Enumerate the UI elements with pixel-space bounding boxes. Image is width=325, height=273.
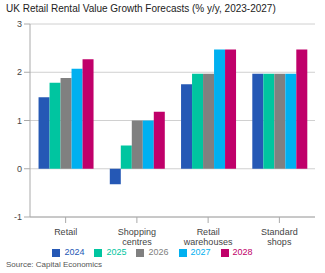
svg-text:-1: -1 [14, 212, 22, 222]
svg-text:Retailwarehouses: Retailwarehouses [183, 227, 233, 247]
html-text:2025: 2025 [106, 247, 127, 257]
html-text:2026: 2026 [148, 247, 169, 257]
svg-text:Retail: Retail [54, 227, 77, 237]
html-text:2028: 2028 [232, 247, 253, 257]
svg-text:1: 1 [17, 116, 22, 126]
svg-text:2: 2 [17, 67, 22, 77]
svg-text:Standardshops: Standardshops [261, 227, 298, 247]
svg-text:Shoppingcentres: Shoppingcentres [118, 227, 156, 247]
html-text:Source: Capital Economics: Source: Capital Economics [6, 260, 102, 269]
svg-text:0: 0 [17, 164, 22, 174]
svg-text:3: 3 [17, 19, 22, 29]
html-text:2024: 2024 [64, 247, 85, 257]
html-text:UK Retail Rental Value Growth: UK Retail Rental Value Growth Forecasts … [6, 3, 276, 14]
html-text:2027: 2027 [190, 247, 211, 257]
